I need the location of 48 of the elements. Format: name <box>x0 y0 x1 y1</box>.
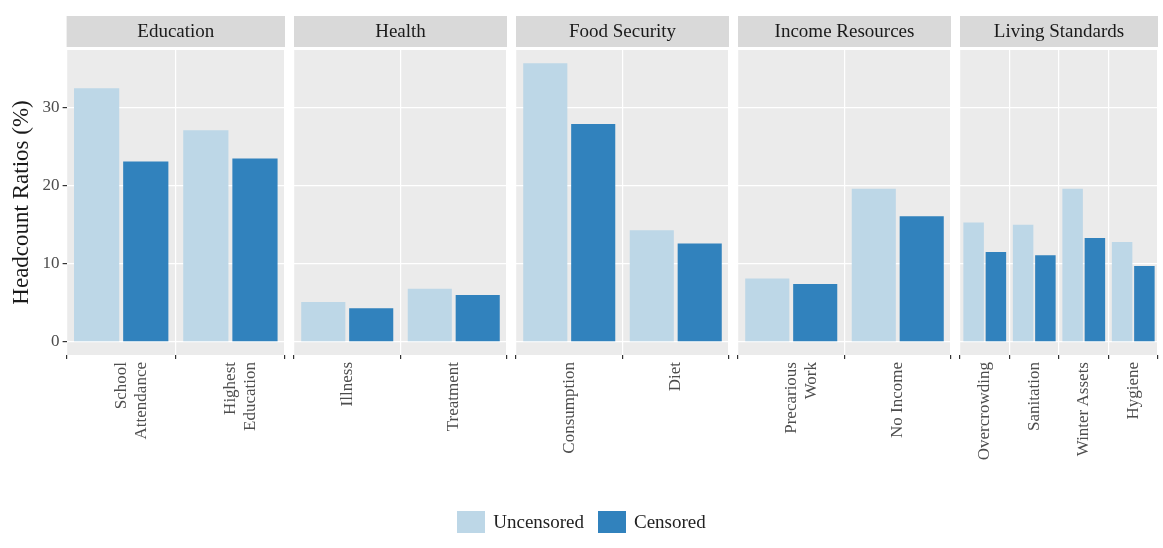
x-tick-label: No Income <box>887 362 907 439</box>
bar <box>1035 255 1056 342</box>
bar <box>1062 188 1083 342</box>
bar <box>1111 241 1133 342</box>
bar <box>349 308 394 342</box>
bar <box>183 130 229 342</box>
x-tick-label: Treatment <box>443 361 463 432</box>
x-tick-label: Illness <box>336 362 356 407</box>
bar <box>74 88 120 342</box>
legend-label: Censored <box>633 511 706 533</box>
bar <box>232 158 278 342</box>
x-tick-label: School Attendance <box>110 361 151 440</box>
chart-title: Living Standards <box>993 19 1125 41</box>
x-tick-label: Highest Education <box>219 361 260 431</box>
y-tick-label: 10 <box>42 253 60 273</box>
x-tick-label: Winter Assets <box>1073 362 1093 457</box>
y-tick-label: 0 <box>51 331 60 351</box>
bar <box>455 294 500 342</box>
bar <box>985 252 1007 342</box>
bar <box>407 288 452 342</box>
x-tick-label: Sanitation <box>1023 361 1043 431</box>
x-tick-label: Hygiene <box>1122 362 1142 420</box>
bar <box>899 216 944 342</box>
x-tick-label: Overcrowding <box>974 361 994 461</box>
bar <box>301 301 346 342</box>
bar <box>1084 237 1106 342</box>
bar <box>571 124 616 342</box>
chart-title: Income Resources <box>774 19 915 41</box>
x-tick-label: Diet <box>665 361 685 392</box>
bar <box>629 230 674 342</box>
y-tick-label: 30 <box>42 97 60 117</box>
x-tick-label: Consumption <box>558 361 578 454</box>
bar <box>851 188 896 342</box>
bar <box>963 222 984 342</box>
chart-title: Education <box>137 19 215 41</box>
bar <box>123 161 169 342</box>
x-tick-label: Precarious Work <box>780 361 821 434</box>
bar <box>1012 224 1034 342</box>
bar <box>1134 266 1155 342</box>
legend-label: Uncensored <box>493 511 584 533</box>
bar <box>745 278 790 342</box>
chart-title: Health <box>375 19 427 41</box>
y-tick-label: 20 <box>42 175 60 195</box>
bar <box>523 63 568 342</box>
bar <box>677 243 722 342</box>
bar <box>793 284 838 342</box>
chart-title: Food Security <box>568 19 677 41</box>
y-axis-title: Headcount Ratios (%) <box>7 100 33 305</box>
